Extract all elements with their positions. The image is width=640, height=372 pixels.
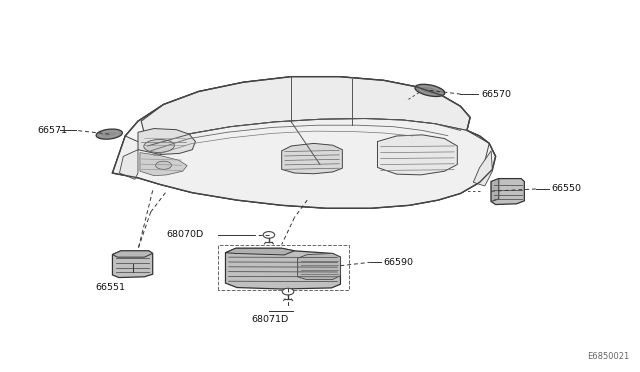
Polygon shape [138, 129, 195, 154]
Ellipse shape [144, 140, 174, 153]
Polygon shape [113, 119, 489, 208]
Text: 68071D: 68071D [252, 315, 289, 324]
Polygon shape [140, 153, 187, 176]
Text: 66551: 66551 [95, 283, 125, 292]
Circle shape [263, 232, 275, 238]
Text: E6850021: E6850021 [588, 352, 630, 361]
Polygon shape [491, 179, 524, 205]
Text: 66590: 66590 [384, 258, 414, 267]
Text: 66570: 66570 [481, 90, 511, 99]
Polygon shape [120, 150, 138, 179]
Polygon shape [113, 251, 153, 257]
Polygon shape [282, 143, 342, 174]
Text: 66571: 66571 [38, 126, 68, 135]
Polygon shape [113, 251, 153, 278]
Text: 68070D: 68070D [166, 230, 204, 240]
Polygon shape [225, 248, 294, 255]
Polygon shape [298, 253, 340, 279]
Text: 66550: 66550 [551, 185, 581, 193]
Polygon shape [225, 248, 340, 289]
Polygon shape [473, 151, 492, 186]
Polygon shape [491, 179, 499, 202]
Polygon shape [141, 77, 470, 146]
Circle shape [282, 288, 294, 295]
Ellipse shape [156, 161, 172, 169]
Ellipse shape [96, 129, 122, 139]
Polygon shape [113, 77, 495, 208]
Polygon shape [378, 135, 458, 175]
Ellipse shape [415, 84, 445, 96]
